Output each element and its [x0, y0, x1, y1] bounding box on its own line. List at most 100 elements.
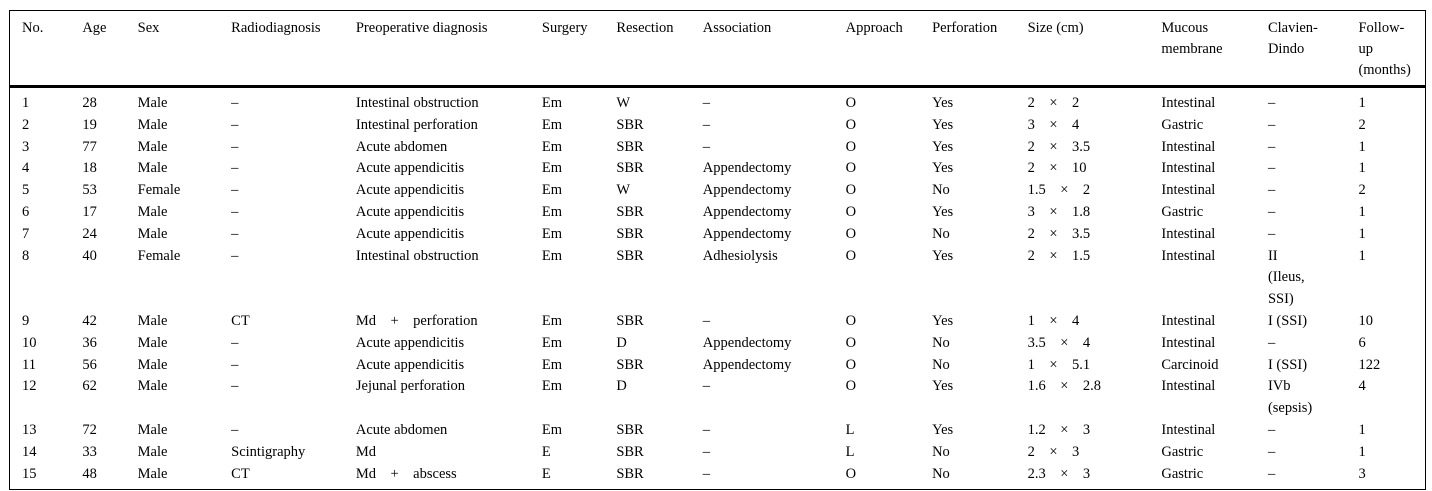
cell-association: – — [702, 465, 711, 482]
column-header-sex: Sex — [125, 11, 220, 88]
table-row-8: 8 40 Female – Intestinal obstruction Em SBR Adh… — [10, 246, 1425, 311]
cell-resection: SBR — [616, 160, 644, 177]
cell-perforation: No — [932, 225, 950, 242]
cell-preop: Acute abdomen — [355, 421, 448, 438]
cell-no: 1 — [22, 95, 30, 111]
cell-age: 24 — [82, 225, 97, 242]
cell-no: 4 — [22, 160, 30, 177]
column-header-mucous: Mucous membrane — [1149, 11, 1256, 88]
cell-preop: Md + abscess — [355, 465, 457, 482]
table-row-15: 15 48 Male CT Md + abscess E SBR – O No 2.3 × 3 Gas… — [10, 464, 1425, 490]
cell-clavien: IVb (sepsis) — [1267, 378, 1313, 417]
cell-no: 15 — [22, 465, 37, 482]
cell-clavien: – — [1267, 421, 1276, 438]
column-header-size: Size (cm) — [1015, 11, 1150, 88]
cell-approach: L — [845, 421, 855, 438]
cell-preop: Jejunal perforation — [355, 378, 465, 395]
table-frame: No. Age Sex Radiodiagnosis Preoperative diag… — [9, 10, 1426, 491]
cell-sex: Male — [137, 443, 168, 460]
cell-age: 72 — [82, 421, 97, 438]
cell-association: – — [702, 95, 711, 111]
cell-followup: 6 — [1358, 334, 1366, 351]
cell-clavien: – — [1267, 160, 1276, 177]
cell-mucous: Intestinal — [1161, 421, 1216, 438]
cell-age: 53 — [82, 182, 97, 199]
cell-sex: Female — [137, 247, 181, 264]
cell-age: 28 — [82, 95, 97, 111]
table-row-1: 1 28 Male – Intestinal obstruction Em W – O Yes 2 … — [10, 87, 1425, 115]
table-row-3: 3 77 Male – Acute abdomen Em SBR – O Yes 2 × 3.5 In… — [10, 137, 1425, 159]
cell-association: Adhesiolysis — [702, 247, 778, 264]
column-header-age: Age — [70, 11, 126, 88]
cell-approach: O — [845, 95, 857, 111]
cell-size: 1.2 × 3 — [1027, 421, 1091, 438]
cell-mucous: Intestinal — [1161, 182, 1216, 199]
cell-sex: Male — [137, 378, 168, 395]
cell-surgery: Em — [541, 247, 563, 264]
cell-preop: Acute appendicitis — [355, 356, 465, 373]
cell-clavien: – — [1267, 225, 1276, 242]
cell-association: Appendectomy — [702, 160, 792, 177]
cases-table: No. Age Sex Radiodiagnosis Preoperative diag… — [10, 11, 1425, 489]
cell-resection: D — [616, 378, 627, 395]
cell-perforation: Yes — [932, 378, 954, 395]
cell-sex: Male — [137, 138, 168, 155]
cell-perforation: No — [932, 182, 950, 199]
table-row-14: 14 33 Male Scintigraphy Md E SBR – L No 2 × 3 Gastr… — [10, 442, 1425, 464]
column-header-surgery: Surgery — [529, 11, 605, 88]
table-row-11: 11 56 Male – Acute appendicitis Em SBR Appendec… — [10, 355, 1425, 377]
cell-clavien: – — [1267, 334, 1276, 351]
cell-age: 77 — [82, 138, 97, 155]
cell-approach: O — [845, 247, 857, 264]
cell-sex: Male — [137, 465, 168, 482]
cell-resection: SBR — [616, 465, 644, 482]
cell-mucous: Intestinal — [1161, 95, 1216, 111]
cell-sex: Male — [137, 356, 168, 373]
cell-association: Appendectomy — [702, 182, 792, 199]
cell-surgery: E — [541, 465, 551, 482]
cell-mucous: Intestinal — [1161, 225, 1216, 242]
cell-clavien: – — [1267, 116, 1276, 133]
cell-age: 33 — [82, 443, 97, 460]
cell-followup: 10 — [1358, 312, 1373, 329]
cell-radiodiagnosis: Scintigraphy — [231, 443, 306, 460]
cell-preop: Acute appendicitis — [355, 334, 465, 351]
cell-association: Appendectomy — [702, 225, 792, 242]
cell-resection: D — [616, 334, 627, 351]
cell-approach: L — [845, 443, 855, 460]
cell-perforation: Yes — [932, 160, 954, 177]
cell-approach: O — [845, 182, 857, 199]
cell-size: 3.5 × 4 — [1027, 334, 1091, 351]
cell-age: 18 — [82, 160, 97, 177]
cell-radiodiagnosis: – — [231, 203, 239, 220]
cell-surgery: Em — [541, 356, 563, 373]
cell-followup: 1 — [1358, 443, 1366, 460]
cell-approach: O — [845, 334, 857, 351]
cell-size: 2 × 10 — [1027, 160, 1087, 177]
cell-approach: O — [845, 378, 857, 395]
cell-age: 48 — [82, 465, 97, 482]
cell-size: 3 × 4 — [1027, 116, 1080, 133]
cell-radiodiagnosis: CT — [231, 465, 250, 482]
cell-radiodiagnosis: – — [231, 160, 239, 177]
cell-radiodiagnosis: – — [231, 138, 239, 155]
cell-no: 14 — [22, 443, 37, 460]
cell-followup: 122 — [1358, 356, 1381, 373]
column-header-clavien: Clavien- Dindo — [1255, 11, 1347, 88]
cell-followup: 1 — [1358, 247, 1366, 264]
cell-perforation: Yes — [932, 116, 954, 133]
cell-age: 19 — [82, 116, 97, 133]
cell-perforation: No — [932, 334, 950, 351]
cell-size: 1.6 × 2.8 — [1027, 378, 1102, 395]
cell-surgery: Em — [541, 312, 563, 329]
cell-size: 2.3 × 3 — [1027, 465, 1091, 482]
cell-association: – — [702, 443, 711, 460]
cell-radiodiagnosis: – — [231, 116, 239, 133]
cell-perforation: No — [932, 443, 950, 460]
cell-size: 2 × 1.5 — [1027, 247, 1091, 264]
cell-preop: Acute abdomen — [355, 138, 448, 155]
cell-surgery: Em — [541, 378, 563, 395]
cell-association: – — [702, 312, 711, 329]
cell-clavien: – — [1267, 182, 1276, 199]
cell-perforation: Yes — [932, 138, 954, 155]
